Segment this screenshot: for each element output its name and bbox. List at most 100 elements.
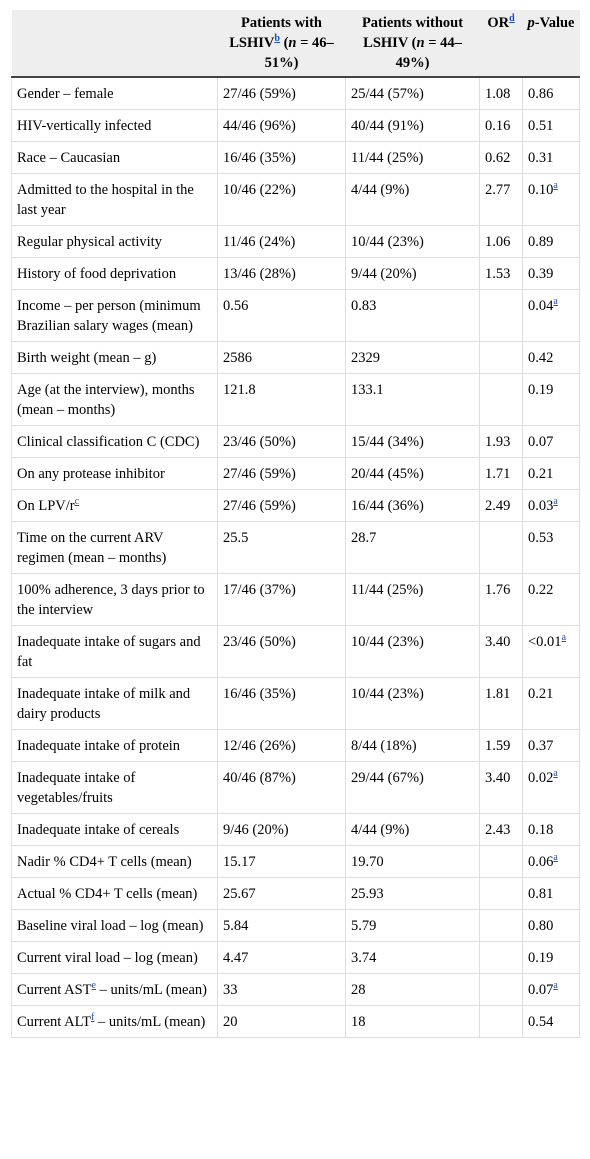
table-cell: Race – Caucasian xyxy=(11,141,218,174)
cell-text: 4/44 (9%) xyxy=(351,182,410,198)
cell-text: 0.06 xyxy=(528,854,554,870)
table-cell: 10/44 (23%) xyxy=(345,677,480,730)
footnote-link[interactable]: e xyxy=(91,980,96,992)
table-cell: Inadequate intake of cereals xyxy=(11,813,218,846)
cell-text: 4.47 xyxy=(223,950,249,966)
table-cell xyxy=(479,289,523,342)
table-cell: 0.10a xyxy=(522,173,580,226)
table-cell: 4/44 (9%) xyxy=(345,173,480,226)
table-cell: 2.49 xyxy=(479,489,523,522)
table-row: Current ASTe – units/mL (mean) 33 28 0.07a xyxy=(11,973,580,1006)
footnote-link[interactable]: a xyxy=(561,632,567,644)
table-row: Nadir % CD4+ T cells (mean) 15.17 19.70 0.0… xyxy=(11,845,580,878)
footnote: e xyxy=(92,980,96,991)
cell-text: History of food deprivation xyxy=(17,266,177,282)
table-cell: 4/44 (9%) xyxy=(345,813,480,846)
table-row: Income – per person (minimum Brazilian s… xyxy=(11,289,580,342)
cell-text: Inadequate intake of milk and dairy prod… xyxy=(17,686,191,722)
cell-text: 0.42 xyxy=(528,350,554,366)
cell-text: 0.18 xyxy=(528,822,554,838)
table-cell: 9/46 (20%) xyxy=(217,813,346,846)
cell-text: 0.83 xyxy=(351,298,377,314)
table-cell: 0.07a xyxy=(522,973,580,1006)
cell-text: 133.1 xyxy=(351,382,384,398)
table-cell: 2.43 xyxy=(479,813,523,846)
cell-text: Inadequate intake of sugars and fat xyxy=(17,634,201,670)
cell-text: 1.81 xyxy=(485,686,511,702)
table-cell: Age (at the interview), months (mean – m… xyxy=(11,373,218,426)
footnote-link[interactable]: d xyxy=(509,13,515,25)
table-cell: 4.47 xyxy=(217,941,346,974)
cell-text: 2586 xyxy=(223,350,252,366)
table-row: Gender – female 27/46 (59%) 25/44 (57%) 1.0… xyxy=(11,76,580,110)
cell-text: 0.31 xyxy=(528,150,554,166)
footnote: a xyxy=(553,768,557,779)
cell-text: 18 xyxy=(351,1014,366,1030)
cell-text: Race – Caucasian xyxy=(17,150,121,166)
table-row: Regular physical activity 11/46 (24%) 10/4… xyxy=(11,225,580,258)
cell-text: 44/46 (96%) xyxy=(223,118,296,134)
cell-text: 11/44 (25%) xyxy=(351,150,424,166)
table-cell: 27/46 (59%) xyxy=(217,76,346,110)
footnote-link[interactable]: c xyxy=(74,496,80,508)
table-cell: On LPV/rc xyxy=(11,489,218,522)
cell-text: 25/44 (57%) xyxy=(351,86,424,102)
cell-text: Inadequate intake of vegetables/fruits xyxy=(17,770,136,806)
footnote: a xyxy=(553,496,557,507)
footnote: a xyxy=(553,980,557,991)
table-row: Inadequate intake of milk and dairy prod… xyxy=(11,677,580,730)
cell-text: HIV-vertically infected xyxy=(17,118,152,134)
table-cell: 0.51 xyxy=(522,109,580,142)
cell-text: 1.71 xyxy=(485,466,511,482)
table-cell: 12/46 (26%) xyxy=(217,729,346,762)
table-cell: 0.06a xyxy=(522,845,580,878)
table-cell: 16/44 (36%) xyxy=(345,489,480,522)
cell-text: 11/44 (25%) xyxy=(351,582,424,598)
data-table: Patients with LSHIVb (n = 46–51%) Patien… xyxy=(11,10,580,1038)
footnote-link[interactable]: a xyxy=(553,180,558,192)
table-cell: Actual % CD4+ T cells (mean) xyxy=(11,877,218,910)
table-row: Admitted to the hospital in the last yea… xyxy=(11,173,580,226)
table-cell: 29/44 (67%) xyxy=(345,761,480,814)
table-row: Race – Caucasian 16/46 (35%) 11/44 (25%) 0.… xyxy=(11,141,580,174)
header-cell xyxy=(11,10,218,78)
cell-text: 0.21 xyxy=(528,686,554,702)
table-cell: 11/44 (25%) xyxy=(345,141,480,174)
footnote-link[interactable]: a xyxy=(553,980,558,992)
table-row: Inadequate intake of protein 12/46 (26%) 8… xyxy=(11,729,580,762)
cell-text: 1.59 xyxy=(485,738,511,754)
table-cell: 0.19 xyxy=(522,941,580,974)
table-cell: 18 xyxy=(345,1005,480,1038)
cell-text: 2.43 xyxy=(485,822,511,838)
table-cell: 11/44 (25%) xyxy=(345,573,480,626)
table-cell: 0.54 xyxy=(522,1005,580,1038)
cell-text: Admitted to the hospital in the last yea… xyxy=(17,182,194,218)
footnote-link[interactable]: a xyxy=(553,496,558,508)
cell-text: Gender – female xyxy=(17,86,114,102)
table-cell: 0.56 xyxy=(217,289,346,342)
table-cell: 0.07 xyxy=(522,425,580,458)
cell-text: 17/46 (37%) xyxy=(223,582,296,598)
footnote-link[interactable]: b xyxy=(274,33,280,45)
table-cell: 10/46 (22%) xyxy=(217,173,346,226)
table-cell: 0.39 xyxy=(522,257,580,290)
cell-text: 9/46 (20%) xyxy=(223,822,289,838)
table-cell: 20/44 (45%) xyxy=(345,457,480,490)
footnote-link[interactable]: a xyxy=(553,296,558,308)
cell-text: Time on the current ARV regimen (mean – … xyxy=(17,530,167,566)
table-row: 100% adherence, 3 days prior to the inte… xyxy=(11,573,580,626)
footnote-link[interactable]: f xyxy=(90,1012,95,1024)
footnote: c xyxy=(75,496,79,507)
cell-text: 15.17 xyxy=(223,854,256,870)
table-cell: 2329 xyxy=(345,341,480,374)
table-cell: 20 xyxy=(217,1005,346,1038)
cell-text: 0.37 xyxy=(528,738,554,754)
table-cell xyxy=(479,845,523,878)
header-text: Patients without LSHIV xyxy=(361,15,464,51)
footnote-link[interactable]: a xyxy=(553,852,558,864)
footnote-link[interactable]: a xyxy=(553,768,558,780)
table-cell: 0.02a xyxy=(522,761,580,814)
cell-text: 1.53 xyxy=(485,266,511,282)
table-cell: 25/44 (57%) xyxy=(345,76,480,110)
